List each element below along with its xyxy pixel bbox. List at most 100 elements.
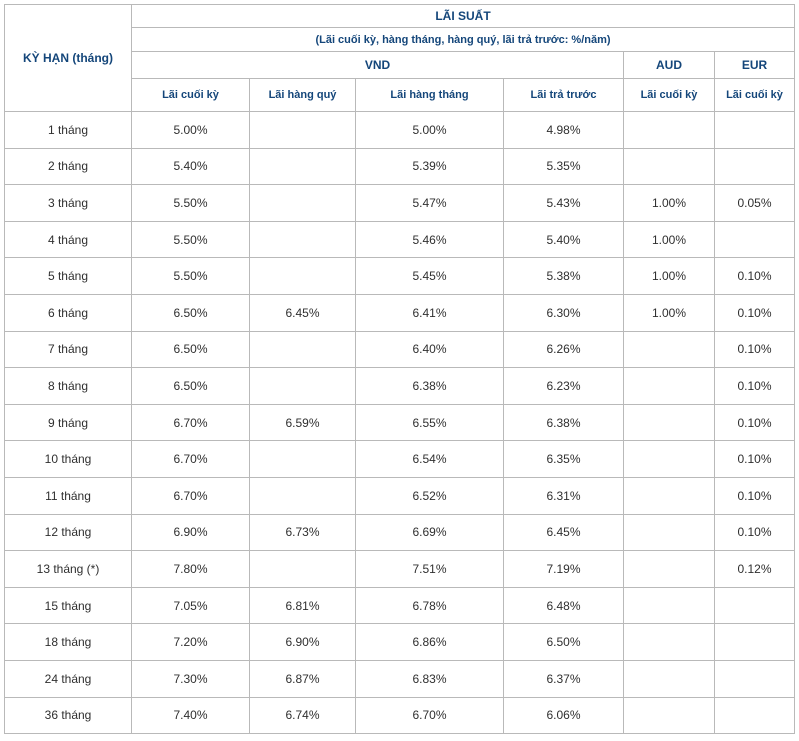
vnd-quarterly-cell: 6.45%: [249, 293, 356, 332]
eur-end-term-cell: [714, 623, 795, 661]
term-cell: 3 tháng: [4, 184, 132, 222]
aud-end-term-cell: [623, 659, 715, 698]
vnd-monthly-cell: 5.46%: [355, 220, 504, 259]
interest-note: (Lãi cuối kỳ, hàng tháng, hàng quý, lãi …: [131, 27, 795, 52]
aud-end-term-cell: [623, 550, 715, 588]
vnd-monthly-cell: 6.78%: [355, 586, 504, 625]
vnd-quarterly-cell: 6.59%: [249, 403, 356, 442]
eur-end-term-cell: [714, 659, 795, 698]
vnd-monthly-cell: 5.00%: [355, 111, 504, 149]
eur-end-term-cell: 0.10%: [714, 367, 795, 405]
table-row: 36 tháng 7.40% 6.74% 6.70% 6.06%: [4, 696, 795, 735]
table-row: 15 tháng 7.05% 6.81% 6.78% 6.48%: [4, 586, 795, 625]
vnd-monthly-cell: 6.69%: [355, 513, 504, 552]
vnd-end-term-cell: 7.20%: [131, 623, 250, 661]
vnd-end-term-cell: 7.30%: [131, 659, 250, 698]
vnd-prepaid-cell: 6.37%: [503, 659, 624, 698]
column-header: Lãi cuối kỳ: [623, 78, 715, 112]
term-cell: 36 tháng: [4, 696, 132, 735]
vnd-quarterly-cell: [249, 257, 356, 295]
table-row: 18 tháng 7.20% 6.90% 6.86% 6.50%: [4, 623, 795, 661]
vnd-end-term-cell: 7.80%: [131, 550, 250, 588]
table-row: 24 tháng 7.30% 6.87% 6.83% 6.37%: [4, 659, 795, 698]
term-cell: 15 tháng: [4, 586, 132, 625]
column-header: Lãi cuối kỳ: [131, 78, 250, 112]
vnd-monthly-cell: 6.52%: [355, 476, 504, 515]
term-cell: 6 tháng: [4, 293, 132, 332]
vnd-prepaid-cell: 6.48%: [503, 586, 624, 625]
vnd-quarterly-cell: [249, 476, 356, 515]
vnd-monthly-cell: 6.70%: [355, 696, 504, 735]
table-row: 8 tháng 6.50% 6.38% 6.23% 0.10%: [4, 367, 795, 405]
term-cell: 9 tháng: [4, 403, 132, 442]
vnd-quarterly-cell: [249, 330, 356, 369]
aud-end-term-cell: [623, 367, 715, 405]
eur-end-term-cell: 0.10%: [714, 330, 795, 369]
vnd-quarterly-cell: [249, 367, 356, 405]
table-row: 9 tháng 6.70% 6.59% 6.55% 6.38% 0.10%: [4, 403, 795, 442]
vnd-end-term-cell: 5.50%: [131, 184, 250, 222]
vnd-prepaid-cell: 6.26%: [503, 330, 624, 369]
vnd-end-term-cell: 6.50%: [131, 367, 250, 405]
eur-end-term-cell: [714, 586, 795, 625]
term-header: KỲ HẠN (tháng): [4, 4, 132, 112]
eur-end-term-cell: 0.10%: [714, 476, 795, 515]
eur-end-term-cell: 0.10%: [714, 293, 795, 332]
vnd-prepaid-cell: 6.38%: [503, 403, 624, 442]
column-header: Lãi hàng tháng: [355, 78, 504, 112]
table-row: 5 tháng 5.50% 5.45% 5.38% 1.00% 0.10%: [4, 257, 795, 295]
vnd-prepaid-cell: 6.30%: [503, 293, 624, 332]
vnd-prepaid-cell: 6.45%: [503, 513, 624, 552]
eur-end-term-cell: 0.10%: [714, 440, 795, 478]
vnd-prepaid-cell: 6.50%: [503, 623, 624, 661]
vnd-end-term-cell: 6.70%: [131, 476, 250, 515]
aud-end-term-cell: 1.00%: [623, 257, 715, 295]
vnd-quarterly-cell: [249, 440, 356, 478]
table-body: 1 tháng 5.00% 5.00% 4.98% 2 tháng 5.40% 5.39% 5…: [4, 111, 795, 735]
aud-end-term-cell: [623, 696, 715, 735]
vnd-quarterly-cell: [249, 184, 356, 222]
eur-end-term-cell: [714, 147, 795, 186]
aud-end-term-cell: [623, 440, 715, 478]
table-row: 13 tháng (*) 7.80% 7.51% 7.19% 0.12%: [4, 550, 795, 588]
interest-rate-table: KỲ HẠN (tháng) LÃI SUẤT (Lãi cuối kỳ, hà…: [4, 4, 795, 735]
eur-end-term-cell: 0.10%: [714, 403, 795, 442]
vnd-end-term-cell: 5.40%: [131, 147, 250, 186]
vnd-prepaid-cell: 6.23%: [503, 367, 624, 405]
vnd-quarterly-cell: [249, 147, 356, 186]
vnd-end-term-cell: 6.50%: [131, 293, 250, 332]
vnd-end-term-cell: 6.50%: [131, 330, 250, 369]
eur-end-term-cell: 0.05%: [714, 184, 795, 222]
eur-end-term-cell: [714, 220, 795, 259]
vnd-prepaid-cell: 6.06%: [503, 696, 624, 735]
term-cell: 1 tháng: [4, 111, 132, 149]
vnd-monthly-cell: 5.39%: [355, 147, 504, 186]
term-cell: 18 tháng: [4, 623, 132, 661]
term-cell: 10 tháng: [4, 440, 132, 478]
vnd-quarterly-cell: [249, 550, 356, 588]
eur-end-term-cell: 0.12%: [714, 550, 795, 588]
vnd-quarterly-cell: 6.90%: [249, 623, 356, 661]
aud-end-term-cell: [623, 111, 715, 149]
aud-end-term-cell: [623, 147, 715, 186]
vnd-monthly-cell: 5.45%: [355, 257, 504, 295]
term-cell: 12 tháng: [4, 513, 132, 552]
vnd-end-term-cell: 5.50%: [131, 257, 250, 295]
vnd-prepaid-cell: 7.19%: [503, 550, 624, 588]
vnd-prepaid-cell: 5.35%: [503, 147, 624, 186]
interest-header: LÃI SUẤT: [131, 4, 795, 28]
table-row: 2 tháng 5.40% 5.39% 5.35%: [4, 147, 795, 186]
term-cell: 7 tháng: [4, 330, 132, 369]
term-cell: 24 tháng: [4, 659, 132, 698]
eur-end-term-cell: [714, 111, 795, 149]
table-row: 11 tháng 6.70% 6.52% 6.31% 0.10%: [4, 476, 795, 515]
vnd-monthly-cell: 6.41%: [355, 293, 504, 332]
vnd-prepaid-cell: 6.31%: [503, 476, 624, 515]
aud-end-term-cell: 1.00%: [623, 293, 715, 332]
vnd-monthly-cell: 7.51%: [355, 550, 504, 588]
column-header: Lãi trả trước: [503, 78, 624, 112]
vnd-end-term-cell: 6.70%: [131, 440, 250, 478]
aud-end-term-cell: [623, 623, 715, 661]
aud-end-term-cell: 1.00%: [623, 220, 715, 259]
table-row: 7 tháng 6.50% 6.40% 6.26% 0.10%: [4, 330, 795, 369]
